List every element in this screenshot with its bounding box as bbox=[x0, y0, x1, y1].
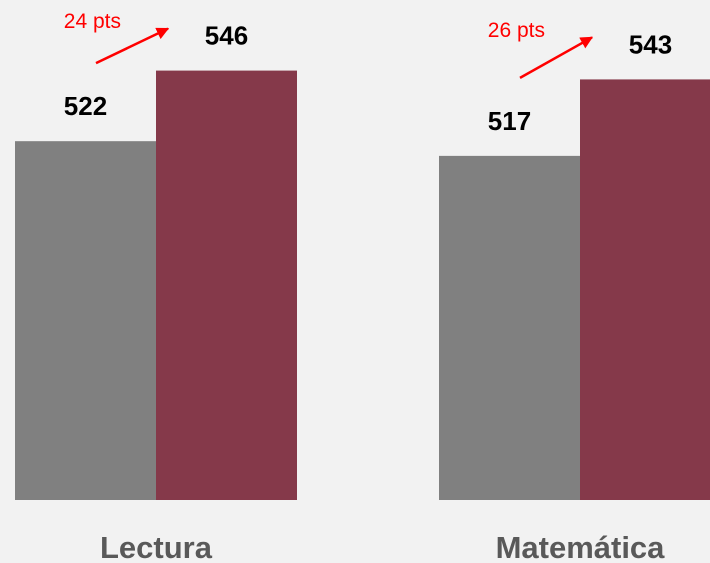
annotation: 24 pts bbox=[64, 10, 121, 33]
value-label: 543 bbox=[629, 29, 672, 59]
bar bbox=[15, 141, 156, 501]
annotation-arrow bbox=[519, 36, 594, 79]
value-label: 517 bbox=[488, 106, 531, 136]
annotation-arrow bbox=[95, 27, 170, 65]
x-tick-label: Matemática bbox=[496, 530, 666, 563]
bar bbox=[156, 70, 297, 501]
bar bbox=[580, 79, 710, 500]
bar bbox=[439, 155, 580, 500]
value-label: 546 bbox=[205, 20, 248, 50]
x-tick-label: Lectura bbox=[100, 530, 213, 563]
annotation: 26 pts bbox=[488, 19, 545, 42]
value-label: 522 bbox=[64, 91, 107, 121]
